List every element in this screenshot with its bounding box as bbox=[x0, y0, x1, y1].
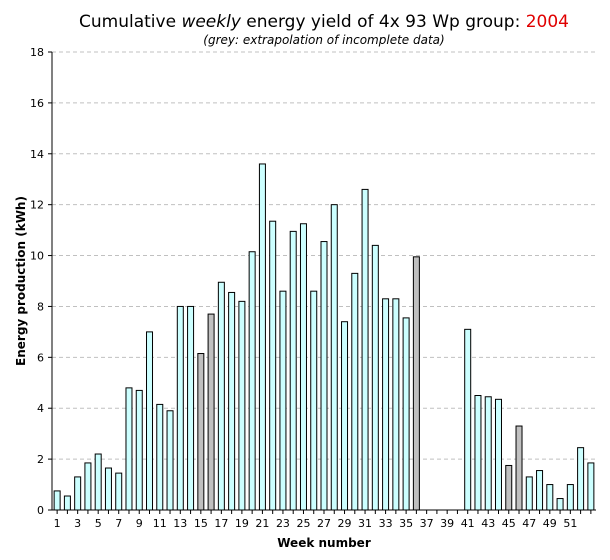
bar-week-20 bbox=[248, 251, 256, 511]
bar-week-19 bbox=[238, 300, 246, 511]
bar-week-6 bbox=[104, 467, 112, 511]
bars bbox=[53, 163, 595, 511]
bar-week-35 bbox=[402, 317, 410, 511]
x-tick-label: 11 bbox=[153, 517, 167, 530]
bar-week-48 bbox=[536, 470, 544, 511]
x-tick-label: 19 bbox=[235, 517, 249, 530]
bar-week-14 bbox=[187, 305, 195, 511]
bar-week-47 bbox=[525, 476, 533, 511]
bar-week-27 bbox=[320, 241, 328, 511]
title-year: 2004 bbox=[526, 12, 569, 32]
y-tick-label: 14 bbox=[30, 148, 44, 161]
bar-week-10 bbox=[146, 331, 154, 511]
x-tick-label: 15 bbox=[194, 517, 208, 530]
bar-week-3 bbox=[74, 476, 82, 511]
y-tick-label: 12 bbox=[30, 199, 44, 212]
x-tick-label: 25 bbox=[296, 517, 310, 530]
y-tick-label: 2 bbox=[37, 453, 44, 466]
bar-week-1 bbox=[53, 490, 61, 511]
bar-extrapolated-week-36 bbox=[412, 256, 420, 511]
x-tick-label: 39 bbox=[440, 517, 454, 530]
bar-week-26 bbox=[310, 290, 318, 511]
x-tick-label: 37 bbox=[420, 517, 434, 530]
x-tick-label: 29 bbox=[338, 517, 352, 530]
y-tick-label: 18 bbox=[30, 46, 44, 59]
bar-week-52 bbox=[577, 447, 585, 511]
x-tick-label: 51 bbox=[563, 517, 577, 530]
y-tick-label: 8 bbox=[37, 300, 44, 313]
bar-week-44 bbox=[494, 398, 502, 511]
bar-week-34 bbox=[392, 298, 400, 511]
bar-extrapolated-week-46 bbox=[515, 425, 523, 511]
x-tick-label: 17 bbox=[214, 517, 228, 530]
bar-week-2 bbox=[63, 495, 71, 511]
bar-week-33 bbox=[382, 298, 390, 511]
bar-extrapolated-week-15 bbox=[197, 353, 205, 511]
x-axis-label: Week number bbox=[277, 536, 371, 550]
bar-week-43 bbox=[484, 396, 492, 511]
x-tick-label: 27 bbox=[317, 517, 331, 530]
x-tick-label: 31 bbox=[358, 517, 372, 530]
x-tick-label: 13 bbox=[173, 517, 187, 530]
x-tick-label: 47 bbox=[522, 517, 536, 530]
y-axis-label: Energy production (kWh) bbox=[14, 196, 28, 366]
bar-week-17 bbox=[217, 281, 225, 511]
x-tick-label: 1 bbox=[54, 517, 61, 530]
y-tick-label: 6 bbox=[37, 351, 44, 364]
x-tick-label: 33 bbox=[379, 517, 393, 530]
bar-week-13 bbox=[176, 305, 184, 511]
bar-week-32 bbox=[371, 244, 379, 511]
chart-title: Cumulative weekly energy yield of 4x 93 … bbox=[79, 12, 569, 32]
bar-extrapolated-week-16 bbox=[207, 313, 215, 511]
x-tick-label: 43 bbox=[481, 517, 495, 530]
bar-week-42 bbox=[474, 395, 482, 511]
bar-week-41 bbox=[464, 328, 472, 511]
x-tick-label: 23 bbox=[276, 517, 290, 530]
bar-week-28 bbox=[330, 204, 338, 511]
x-tick-label: 5 bbox=[95, 517, 102, 530]
bar-week-21 bbox=[258, 163, 266, 511]
y-tick-label: 10 bbox=[30, 250, 44, 263]
bar-week-7 bbox=[115, 472, 123, 511]
bar-week-50 bbox=[556, 498, 564, 511]
bar-week-18 bbox=[228, 291, 236, 511]
bar-extrapolated-week-45 bbox=[505, 464, 513, 511]
bar-week-30 bbox=[351, 272, 359, 511]
x-tick-label: 49 bbox=[543, 517, 557, 530]
bar-week-25 bbox=[299, 223, 307, 511]
bar-week-49 bbox=[546, 484, 554, 511]
y-tick-label: 0 bbox=[37, 504, 44, 517]
bar-week-53 bbox=[587, 462, 595, 511]
bar-week-11 bbox=[156, 403, 164, 511]
y-ticks: 0 2 4 6 8 10 12 14 16 18 bbox=[30, 46, 52, 517]
x-tick-label: 21 bbox=[255, 517, 269, 530]
bar-week-31 bbox=[361, 188, 369, 511]
x-tick-label: 3 bbox=[74, 517, 81, 530]
bar-week-8 bbox=[125, 387, 133, 511]
chart-subtitle: (grey: extrapolation of incomplete data) bbox=[203, 33, 444, 47]
x-tick-label: 41 bbox=[461, 517, 475, 530]
bar-week-22 bbox=[269, 220, 277, 511]
bar-week-4 bbox=[84, 462, 92, 511]
bar-week-12 bbox=[166, 410, 174, 511]
x-ticks: 1 3 5 7 9 11 13 15 17 19 21 23 25 27 29 31 33 35 37 39 41 43 4… bbox=[54, 510, 592, 530]
y-tick-label: 16 bbox=[30, 97, 44, 110]
bar-week-9 bbox=[135, 389, 143, 511]
x-tick-label: 35 bbox=[399, 517, 413, 530]
x-tick-label: 45 bbox=[502, 517, 516, 530]
bar-week-51 bbox=[566, 484, 574, 511]
bar-week-24 bbox=[289, 230, 297, 511]
y-tick-label: 4 bbox=[37, 402, 44, 415]
x-tick-label: 9 bbox=[136, 517, 143, 530]
bar-week-5 bbox=[94, 453, 102, 511]
bar-week-29 bbox=[341, 321, 349, 511]
bar-week-23 bbox=[279, 290, 287, 511]
x-tick-label: 7 bbox=[115, 517, 122, 530]
